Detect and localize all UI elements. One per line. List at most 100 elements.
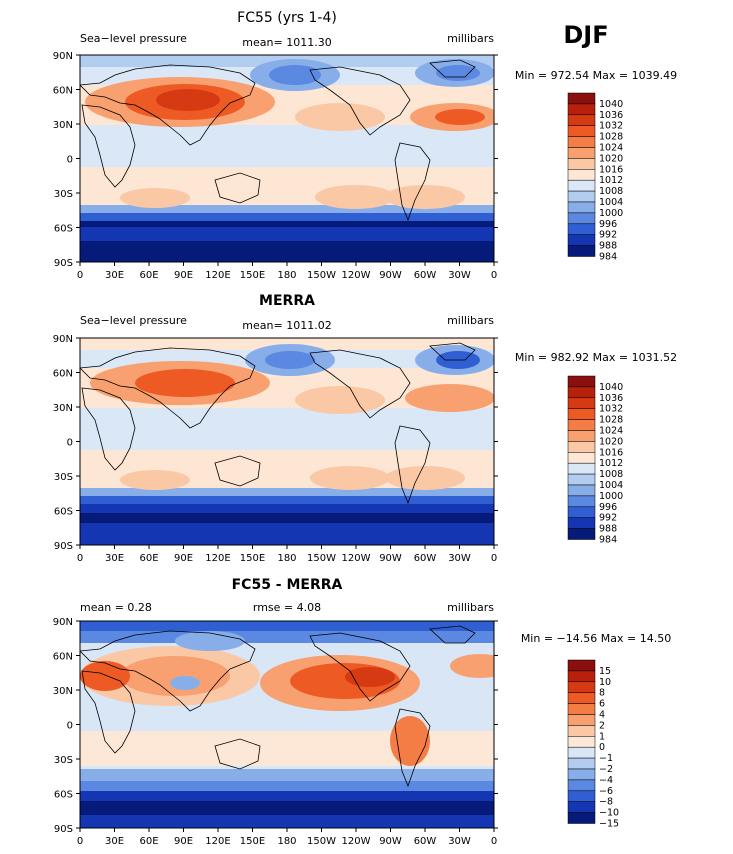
lat-tick-label: 30N (53, 403, 73, 414)
colorbar-label: 992 (599, 230, 617, 241)
colorbar-swatch (567, 462, 596, 475)
lon-tick-label: 180 (277, 553, 296, 564)
lon-tick-label: 90E (174, 270, 193, 281)
colorbar-label: 10 (599, 677, 611, 688)
lon-tick-label: 120E (205, 270, 230, 281)
colorbar-label: 1020 (599, 436, 623, 447)
lon-tick-label: 120E (205, 553, 230, 564)
lat-tick-label: 30N (53, 686, 73, 697)
pressure-map-fc55 (80, 55, 494, 262)
colorbar-swatch (567, 725, 596, 737)
colorbar-swatch (567, 692, 596, 704)
lat-tick-label: 90S (54, 258, 73, 269)
colorbar-label: 15 (599, 666, 611, 677)
colorbar-label: 992 (599, 513, 617, 524)
colorbar-label: 0 (599, 742, 605, 753)
colorbar-label: −4 (599, 775, 613, 786)
colorbar-label: −6 (599, 786, 613, 797)
colorbar-label: 1032 (599, 121, 623, 132)
panel-left-label: mean = 0.28 (80, 601, 152, 614)
colorbar-swatch (567, 223, 596, 235)
colorbar-label: 1032 (599, 404, 623, 415)
colorbar-label: 1024 (599, 143, 623, 154)
lon-tick-label: 180 (277, 836, 296, 847)
lon-tick-label: 150W (307, 836, 336, 847)
colorbar-label: 1000 (599, 208, 623, 219)
colorbar-label: 996 (599, 502, 617, 513)
lat-tick-label: 30N (53, 120, 73, 131)
panel-center-label: mean= 1011.30 (242, 36, 331, 49)
lon-tick-label: 30E (105, 553, 124, 564)
lat-tick-label: 60S (54, 224, 73, 235)
colorbar-label: 988 (599, 241, 617, 252)
colorbar-label: 1004 (599, 197, 623, 208)
colorbar-label: −2 (599, 764, 613, 775)
lon-tick-label: 0 (77, 553, 83, 564)
colorbar-swatch (567, 506, 596, 518)
colorbar-label: 1012 (599, 458, 623, 469)
season-label: DJF (563, 21, 608, 49)
lon-tick-label: 30W (448, 270, 471, 281)
colorbar-swatch (567, 768, 596, 781)
lat-tick-label: 60N (53, 652, 73, 663)
panel-center-label: mean= 1011.02 (242, 319, 331, 332)
colorbar-label: 984 (599, 535, 617, 546)
colorbar-label: −10 (599, 808, 619, 819)
panel-difference: FC55 - MERRA mean = 0.28 rmse = 4.08 mil… (53, 577, 671, 847)
colorbar-label: 988 (599, 524, 617, 535)
colorbar-label: 1020 (599, 153, 623, 164)
lat-tick-label: 60N (53, 369, 73, 380)
colorbar-label: 984 (599, 252, 617, 263)
lat-tick-label: 90N (53, 334, 73, 345)
colorbar-swatch (567, 790, 596, 802)
colorbar-label: 1016 (599, 447, 623, 458)
colorbar-swatch (567, 190, 596, 203)
colorbar: 1040103610321028102410201016101210081004… (567, 92, 623, 263)
colorbar-label: 1024 (599, 426, 623, 437)
colorbar-label: −1 (599, 753, 613, 764)
panel-title: FC55 (yrs 1-4) (237, 10, 337, 26)
colorbar-label: −8 (599, 797, 613, 808)
lon-tick-label: 90W (379, 270, 402, 281)
colorbar-label: 1040 (599, 99, 623, 110)
panel-stats: Min = 972.54 Max = 1039.49 (515, 69, 677, 82)
colorbar-swatch (567, 408, 596, 420)
colorbar-swatch (567, 441, 596, 453)
lat-tick-label: 90S (54, 541, 73, 552)
panel-title: MERRA (259, 293, 315, 309)
pressure-map-merra (80, 338, 494, 545)
panel-left-label: Sea−level pressure (80, 314, 187, 327)
colorbar-swatch (567, 375, 596, 388)
lon-tick-label: 30E (105, 836, 124, 847)
lon-tick-label: 150E (240, 553, 265, 564)
colorbar-swatch (567, 670, 596, 683)
colorbar-swatch (567, 779, 596, 792)
colorbar-label: 4 (599, 710, 605, 721)
panel-stats: Min = −14.56 Max = 14.50 (521, 632, 671, 645)
lat-tick-label: 60S (54, 507, 73, 518)
panel-left-label: Sea−level pressure (80, 32, 187, 45)
lon-tick-label: 90W (379, 553, 402, 564)
lat-tick-label: 60S (54, 790, 73, 801)
lon-tick-label: 0 (491, 553, 497, 564)
colorbar-swatch (567, 212, 596, 225)
lon-tick-label: 90W (379, 836, 402, 847)
lon-tick-label: 60W (414, 836, 437, 847)
colorbar-swatch (567, 681, 596, 693)
colorbar-swatch (567, 473, 596, 486)
colorbar-label: 1040 (599, 382, 623, 393)
lon-tick-label: 60W (414, 553, 437, 564)
colorbar-label: 996 (599, 219, 617, 230)
lat-tick-label: 90N (53, 617, 73, 628)
lon-tick-label: 120W (342, 553, 371, 564)
lon-tick-label: 150W (307, 270, 336, 281)
lat-tick-label: 30S (54, 755, 73, 766)
colorbar-label: 1028 (599, 415, 623, 426)
colorbar-swatch (567, 714, 596, 726)
colorbar-label: 6 (599, 699, 605, 710)
panel-right-label: millibars (447, 314, 494, 327)
colorbar-swatch (567, 801, 596, 813)
colorbar-label: 1004 (599, 480, 623, 491)
colorbar-swatch (567, 169, 596, 181)
